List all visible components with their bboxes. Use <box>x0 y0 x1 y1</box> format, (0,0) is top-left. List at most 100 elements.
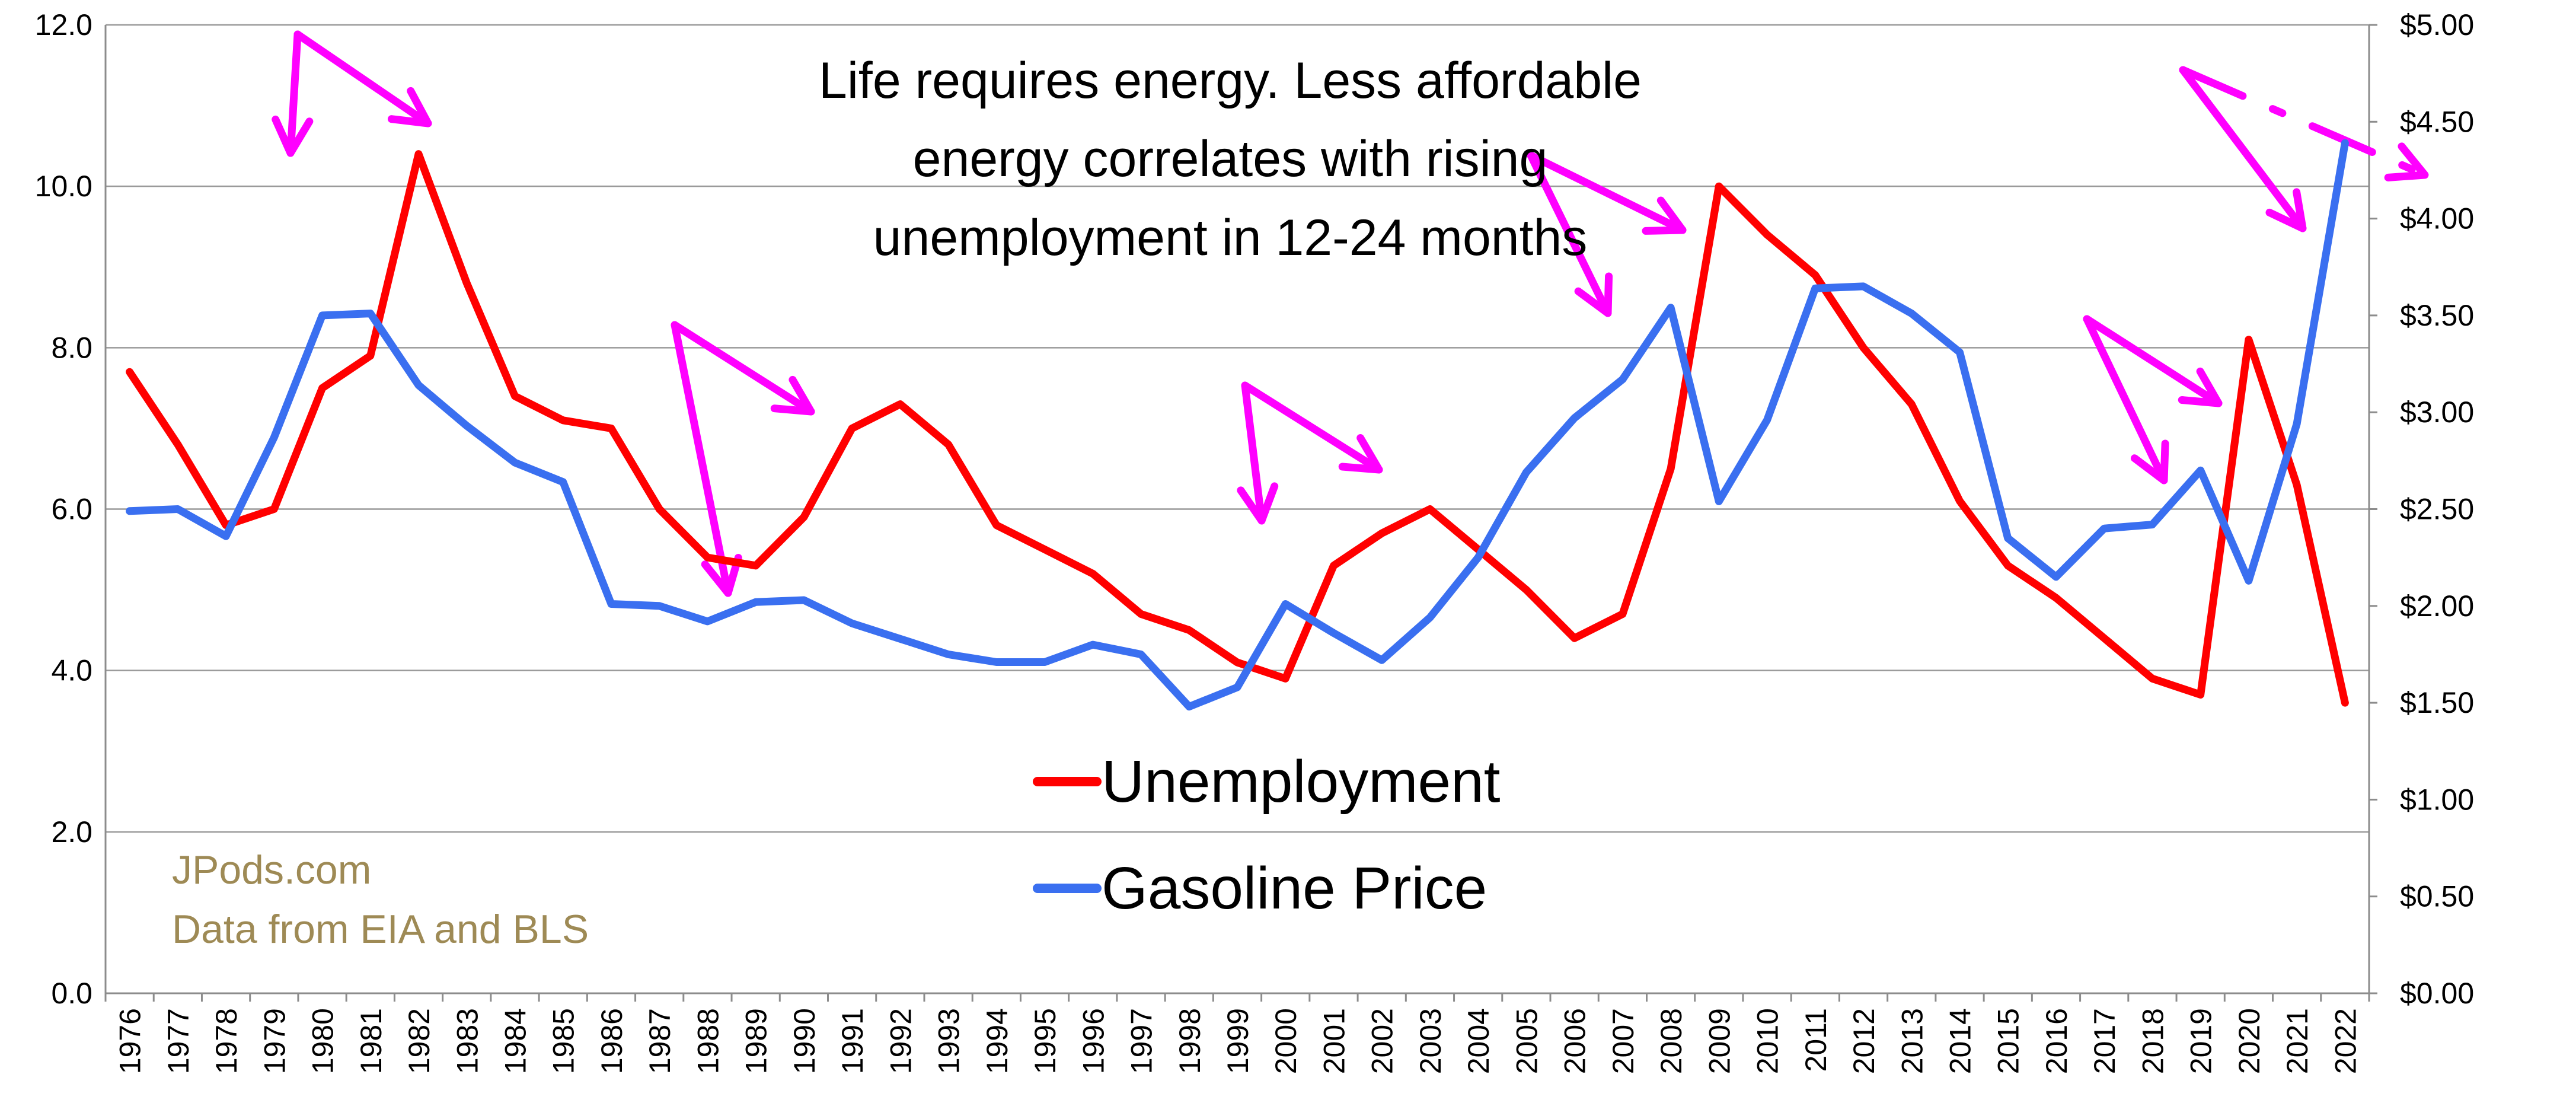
annotation-arrow <box>2083 315 2168 484</box>
x-tick-label: 2012 <box>1847 1008 1881 1074</box>
annotation-arrowhead <box>1237 482 1279 525</box>
x-tick-label: 2007 <box>1607 1008 1640 1074</box>
right-tick-label: $0.50 <box>2400 880 2474 913</box>
legend-label-unemployment: Unemployment <box>1102 748 1501 815</box>
annotation-arrow <box>671 321 732 597</box>
credit-line-1: JPods.com <box>172 847 371 892</box>
x-tick-label: 2004 <box>1462 1008 1495 1074</box>
left-y-axis: 0.0 2.0 4.0 6.0 8.0 10.0 12.0 <box>35 8 92 1010</box>
x-tick-label: 1990 <box>788 1008 821 1074</box>
x-tick-label: 2019 <box>2185 1008 2218 1074</box>
annotation-arrow <box>286 30 302 157</box>
right-tick-label: $2.00 <box>2400 589 2474 623</box>
x-tick-label: 2020 <box>2233 1008 2266 1074</box>
annotation-arrow <box>1527 151 1612 317</box>
left-tick-label: 12.0 <box>35 8 92 42</box>
x-tick-label: 1991 <box>836 1008 869 1074</box>
annotation-arrowhead <box>272 115 314 157</box>
x-tick-label: 1987 <box>643 1008 676 1074</box>
x-tick-label: 1998 <box>1173 1008 1206 1074</box>
x-tick-label: 1986 <box>595 1008 628 1074</box>
x-tick-label: 1981 <box>355 1008 388 1074</box>
series-lines <box>126 139 2349 711</box>
x-tick-label: 1994 <box>981 1008 1014 1074</box>
left-tick-label: 0.0 <box>51 977 92 1010</box>
left-tick-label: 6.0 <box>51 493 92 526</box>
x-tick-label: 1999 <box>1221 1008 1255 1074</box>
x-tick-label: 1980 <box>307 1008 340 1074</box>
x-tick-label: 1995 <box>1029 1008 1062 1074</box>
x-tick-label: 1979 <box>258 1008 291 1074</box>
annotation-line-2: energy correlates with rising <box>913 130 1548 187</box>
annotation-arrowhead <box>770 375 815 416</box>
x-tick-label: 2008 <box>1655 1008 1688 1074</box>
annotation-arrowhead <box>2178 367 2223 407</box>
annotation-arrow <box>2179 66 2307 232</box>
right-tick-label: $1.00 <box>2400 783 2474 816</box>
annotation-arrows <box>272 30 2429 597</box>
right-tick-label: $3.50 <box>2400 299 2474 332</box>
x-tick-label: 2000 <box>1269 1008 1303 1074</box>
left-tick-label: 8.0 <box>51 331 92 364</box>
x-tick-label: 2018 <box>2136 1008 2169 1074</box>
x-tick-label: 1976 <box>114 1008 147 1074</box>
x-tick-label: 1993 <box>933 1008 966 1074</box>
x-tick-label: 2013 <box>1895 1008 1929 1074</box>
annotation-arrowhead <box>387 87 432 127</box>
annotation-arrowhead <box>2265 188 2307 232</box>
right-tick-label: $1.50 <box>2400 686 2474 719</box>
x-tick-label: 2006 <box>1559 1008 1592 1074</box>
right-tick-label: $5.00 <box>2400 8 2474 42</box>
x-tick-label: 1978 <box>210 1008 243 1074</box>
x-tick-label: 2017 <box>2088 1008 2121 1074</box>
annotation-arrow <box>1527 151 1687 234</box>
x-tick-label: 2016 <box>2040 1008 2073 1074</box>
right-tick-label: $4.00 <box>2400 202 2474 235</box>
x-tick-label: 2002 <box>1366 1008 1399 1074</box>
right-tick-label: $3.00 <box>2400 396 2474 429</box>
credit-line-2: Data from EIA and BLS <box>172 907 589 952</box>
x-tick-label: 1989 <box>740 1008 773 1074</box>
legend: Unemployment Gasoline Price <box>1033 748 1501 922</box>
annotation-line-3: unemployment in 12-24 months <box>873 209 1588 266</box>
annotation-arrowhead <box>701 553 742 597</box>
x-tick-label: 2022 <box>2329 1008 2362 1074</box>
left-tick-label: 2.0 <box>51 815 92 849</box>
x-tick-label: 1992 <box>884 1008 917 1074</box>
annotation-line-1: Life requires energy. Less affordable <box>819 52 1642 109</box>
annotation-arrowhead <box>2384 142 2429 181</box>
annotation-arrow <box>1241 381 1383 474</box>
x-axis: 1976 1977 1978 1979 1980 1981 1982 1983 1984 1985… <box>104 993 2370 1074</box>
right-y-axis: $0.00 $0.50 $1.00 $1.50 $2.00 $2.50 $3.00 $3.50… <box>2369 8 2474 1010</box>
x-tick-label: 2011 <box>1799 1008 1833 1072</box>
x-tick-label: 1996 <box>1077 1008 1110 1074</box>
x-tick-label: 2003 <box>1414 1008 1447 1074</box>
x-tick-label: 2021 <box>2281 1008 2314 1074</box>
x-tick-label: 1984 <box>499 1008 532 1074</box>
right-tick-label: $2.50 <box>2400 493 2474 526</box>
series-line-gasoline-price <box>126 139 2349 711</box>
annotation-arrowhead <box>1642 196 1687 235</box>
x-tick-label: 2014 <box>1944 1008 1977 1074</box>
annotation-arrow <box>1241 381 1266 525</box>
x-tick-label: 2010 <box>1751 1008 1785 1074</box>
annotation-arrow <box>293 30 432 127</box>
x-tick-label: 2005 <box>1510 1008 1543 1074</box>
annotation-arrowhead <box>1338 434 1383 474</box>
x-tick-label: 1982 <box>403 1008 436 1074</box>
gridlines <box>106 24 2369 833</box>
x-tick-label: 1997 <box>1125 1008 1158 1074</box>
right-tick-label: $4.50 <box>2400 105 2474 138</box>
annotation-arrow <box>671 321 815 416</box>
x-tick-label: 2001 <box>1317 1008 1351 1074</box>
x-tick-label: 1983 <box>451 1008 484 1074</box>
x-tick-label: 1977 <box>162 1008 195 1074</box>
annotation-arrowhead <box>1574 272 1613 317</box>
annotation-arrow <box>2083 315 2223 407</box>
x-tick-label: 1988 <box>691 1008 724 1074</box>
left-tick-label: 4.0 <box>51 654 92 687</box>
x-tick-label: 2015 <box>1992 1008 2025 1074</box>
series-line-unemployment <box>126 150 2349 707</box>
legend-label-gasoline-price: Gasoline Price <box>1102 855 1487 922</box>
